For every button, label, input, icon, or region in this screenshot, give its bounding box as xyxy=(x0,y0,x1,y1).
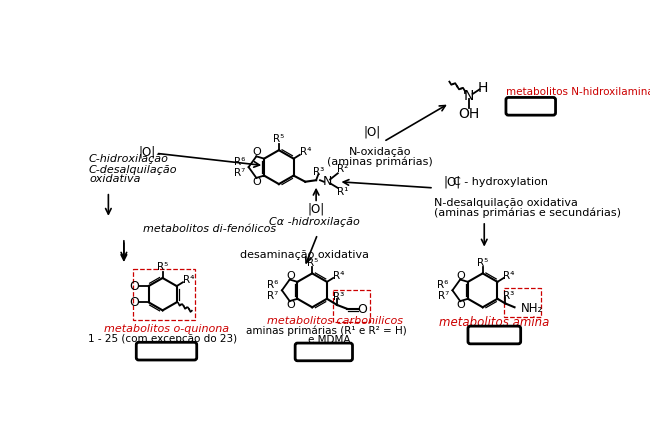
Text: R⁵: R⁵ xyxy=(477,257,488,268)
Text: O: O xyxy=(456,300,465,310)
Text: 1 - 25 (com excepção do 23): 1 - 25 (com excepção do 23) xyxy=(88,334,237,344)
Text: R³: R³ xyxy=(313,167,324,177)
Text: O: O xyxy=(129,296,138,309)
Text: R¹: R¹ xyxy=(337,187,348,197)
Text: R⁴: R⁴ xyxy=(183,275,194,285)
Bar xyxy=(333,290,370,322)
FancyBboxPatch shape xyxy=(506,97,556,115)
Text: R⁴: R⁴ xyxy=(503,271,515,281)
Text: C - hydroxylation: C - hydroxylation xyxy=(453,177,548,187)
FancyBboxPatch shape xyxy=(468,326,521,344)
Text: NH₂: NH₂ xyxy=(521,302,543,315)
Text: R⁶: R⁶ xyxy=(437,280,448,290)
Text: R⁷: R⁷ xyxy=(267,291,278,302)
Text: R⁶: R⁶ xyxy=(267,280,278,290)
Text: metabolitos carbonilicos: metabolitos carbonilicos xyxy=(267,316,404,326)
Text: R⁵: R⁵ xyxy=(307,257,318,268)
Text: R⁴: R⁴ xyxy=(333,271,344,281)
Text: R⁷: R⁷ xyxy=(437,291,448,302)
Text: R²: R² xyxy=(337,163,348,174)
Text: metabolitos o-quinona: metabolitos o-quinona xyxy=(104,324,229,334)
Text: metabolitos di-fenólicos: metabolitos di-fenólicos xyxy=(143,224,276,234)
Text: |O|: |O| xyxy=(138,145,156,158)
Text: C-hidroxilação: C-hidroxilação xyxy=(89,155,169,164)
Text: desaminação oxidativa: desaminação oxidativa xyxy=(240,250,369,260)
Text: (aminas primárias): (aminas primárias) xyxy=(327,156,432,167)
Text: R⁶: R⁶ xyxy=(233,157,245,167)
Text: O: O xyxy=(253,148,261,158)
Text: metabolitos amina: metabolitos amina xyxy=(439,316,549,329)
Text: 9 - 68%: 9 - 68% xyxy=(144,345,189,358)
Text: R⁴: R⁴ xyxy=(300,148,311,158)
Text: OH: OH xyxy=(458,107,480,121)
Text: O: O xyxy=(456,271,465,281)
Text: N-desalquilação oxidativa: N-desalquilação oxidativa xyxy=(434,198,578,208)
Text: C-desalquilação: C-desalquilação xyxy=(89,165,177,175)
Text: e MDMA: e MDMA xyxy=(308,335,351,346)
Text: |O|: |O| xyxy=(443,175,460,188)
Text: (aminas primárias e secundárias): (aminas primárias e secundárias) xyxy=(434,207,621,218)
Bar xyxy=(133,269,195,320)
Text: R⁷: R⁷ xyxy=(234,168,245,178)
Text: Cα -hidroxilação: Cα -hidroxilação xyxy=(269,217,360,227)
Text: O: O xyxy=(358,303,367,316)
Text: metabolitos N-hidroxilamina: metabolitos N-hidroxilamina xyxy=(506,87,650,97)
Text: oxidativa: oxidativa xyxy=(89,174,140,184)
Text: N: N xyxy=(463,89,474,102)
Text: R³: R³ xyxy=(504,291,515,302)
Text: O: O xyxy=(253,177,261,187)
FancyBboxPatch shape xyxy=(136,342,197,360)
Text: O: O xyxy=(129,280,138,292)
Text: O: O xyxy=(286,300,295,310)
Text: |O|: |O| xyxy=(363,126,380,139)
Text: R³: R³ xyxy=(333,292,344,302)
Text: 9 - 44%: 9 - 44% xyxy=(301,346,346,358)
Text: N-oxidação: N-oxidação xyxy=(348,147,411,157)
Text: N: N xyxy=(322,175,332,188)
Text: H: H xyxy=(478,81,488,95)
Text: aminas primárias (R¹ e R² = H): aminas primárias (R¹ e R² = H) xyxy=(246,326,406,336)
Bar xyxy=(504,288,541,317)
Text: |O|: |O| xyxy=(307,203,325,216)
FancyBboxPatch shape xyxy=(295,343,352,361)
Text: 21 - 69%: 21 - 69% xyxy=(468,328,521,342)
Text: 10-50%: 10-50% xyxy=(508,100,553,113)
Text: R⁵: R⁵ xyxy=(157,262,168,272)
Text: O: O xyxy=(286,271,295,281)
Text: R⁵: R⁵ xyxy=(273,134,285,144)
